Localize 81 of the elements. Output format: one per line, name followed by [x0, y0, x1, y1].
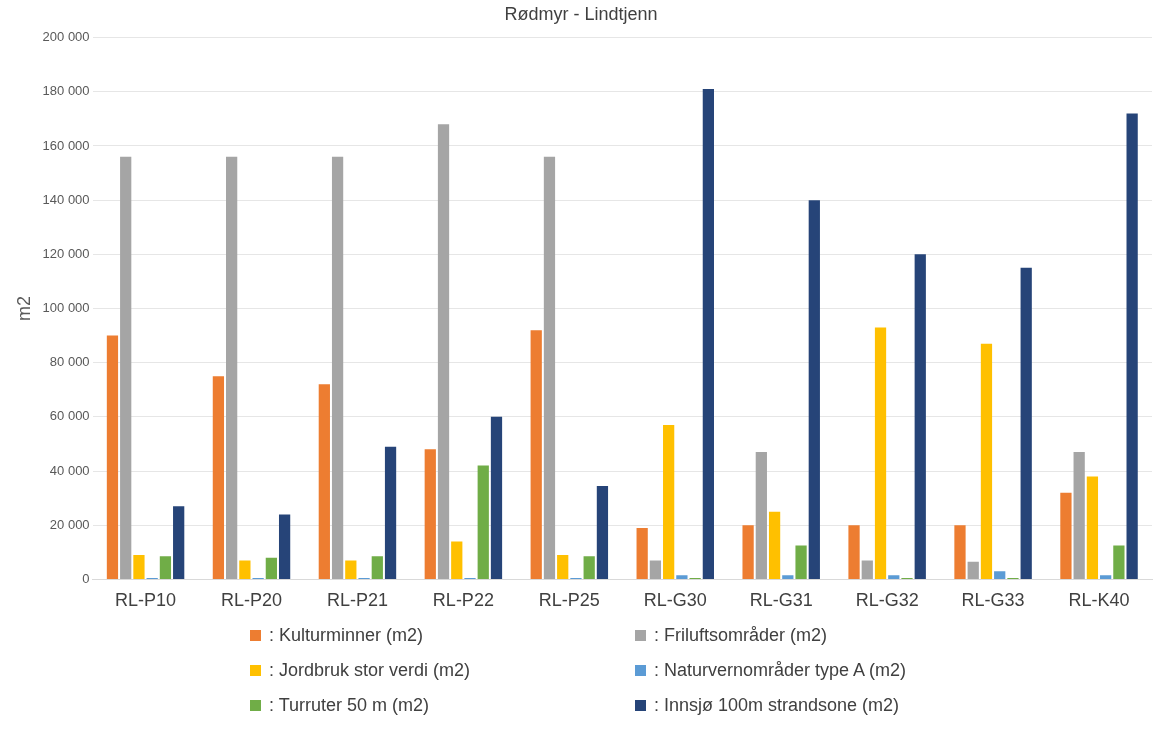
- bar: [861, 560, 873, 579]
- bar: [226, 156, 238, 579]
- y-tick-label: 60 000: [49, 408, 90, 424]
- bar: [371, 556, 383, 579]
- bar: [437, 124, 450, 579]
- x-tick-label: RL-G32: [855, 590, 919, 611]
- x-tick-label: RL-G31: [749, 590, 813, 611]
- bar: [133, 555, 145, 579]
- bar: [596, 485, 609, 579]
- bar: [530, 330, 542, 579]
- x-tick-label: RL-G30: [643, 590, 707, 611]
- x-tick-label: RL-P21: [326, 590, 388, 611]
- bar: [663, 424, 675, 579]
- bar: [782, 575, 794, 579]
- bar: [994, 571, 1006, 579]
- bar: [384, 446, 397, 579]
- x-tick-label: RL-K40: [1068, 590, 1130, 611]
- bar: [543, 156, 556, 579]
- bar: [914, 254, 926, 579]
- bar: [676, 575, 688, 579]
- legend-label: : Innsjø 100m strandsone (m2): [654, 695, 900, 716]
- bar: [888, 575, 900, 579]
- bar: [477, 465, 489, 579]
- y-tick-label: 20 000: [49, 516, 90, 532]
- legend-label: : Jordbruk stor verdi (m2): [269, 660, 471, 681]
- bar: [278, 514, 291, 579]
- bar: [1100, 575, 1112, 579]
- bar: [106, 335, 119, 579]
- x-tick-label: RL-P20: [220, 590, 283, 611]
- bar: [159, 556, 172, 579]
- bar: [967, 561, 979, 579]
- y-tick-label: 80 000: [49, 354, 90, 370]
- bar: [318, 384, 330, 579]
- y-tick-label: 160 000: [42, 137, 90, 153]
- bar: [583, 556, 595, 579]
- x-tick-label: RL-P10: [115, 590, 177, 611]
- y-tick-label: 200 000: [42, 29, 90, 45]
- bar: [1020, 267, 1032, 579]
- y-tick-label: 120 000: [42, 245, 90, 261]
- y-tick-label: 140 000: [42, 191, 90, 207]
- bar: [345, 560, 357, 579]
- bar: [490, 416, 503, 579]
- bar: [848, 525, 860, 579]
- bar: [1060, 492, 1072, 579]
- legend-label: : Turruter 50 m (m2): [269, 695, 430, 716]
- bar: [557, 555, 569, 579]
- y-axis-title: m2: [13, 295, 34, 322]
- bar: [173, 506, 185, 579]
- bar: [954, 525, 966, 579]
- y-tick-label: 40 000: [49, 462, 90, 478]
- bar: [755, 452, 767, 579]
- bar: [1073, 452, 1085, 579]
- bar: [239, 560, 251, 579]
- legend-label: : Friluftsområder (m2): [654, 625, 828, 646]
- bar: [649, 560, 662, 579]
- x-tick-label: RL-P25: [538, 590, 600, 611]
- bar: [120, 156, 132, 579]
- legend-label: : Naturvernområder type A (m2): [654, 660, 907, 681]
- x-tick-label: RL-G33: [961, 590, 1025, 611]
- bar: [636, 527, 648, 579]
- bar: [265, 557, 277, 579]
- y-tick-label: 0: [82, 570, 90, 586]
- bar: [742, 525, 754, 579]
- bar: [702, 89, 714, 579]
- bar: [451, 541, 463, 579]
- bar: [874, 327, 887, 579]
- x-tick-label: RL-P22: [432, 590, 494, 611]
- bar: [331, 156, 344, 579]
- bar: [1113, 545, 1125, 579]
- bar: [980, 343, 993, 579]
- legend-label: : Kulturminner (m2): [269, 625, 424, 646]
- bar: [1086, 476, 1099, 579]
- bar: [768, 511, 781, 579]
- bar: [424, 449, 436, 579]
- bar: [795, 545, 807, 579]
- bar: [808, 200, 820, 579]
- y-tick-label: 180 000: [42, 83, 90, 99]
- y-tick-label: 100 000: [42, 300, 90, 316]
- chart-title: Rødmyr - Lindtjenn: [504, 3, 658, 24]
- bar: [212, 376, 225, 579]
- bar: [1126, 113, 1138, 579]
